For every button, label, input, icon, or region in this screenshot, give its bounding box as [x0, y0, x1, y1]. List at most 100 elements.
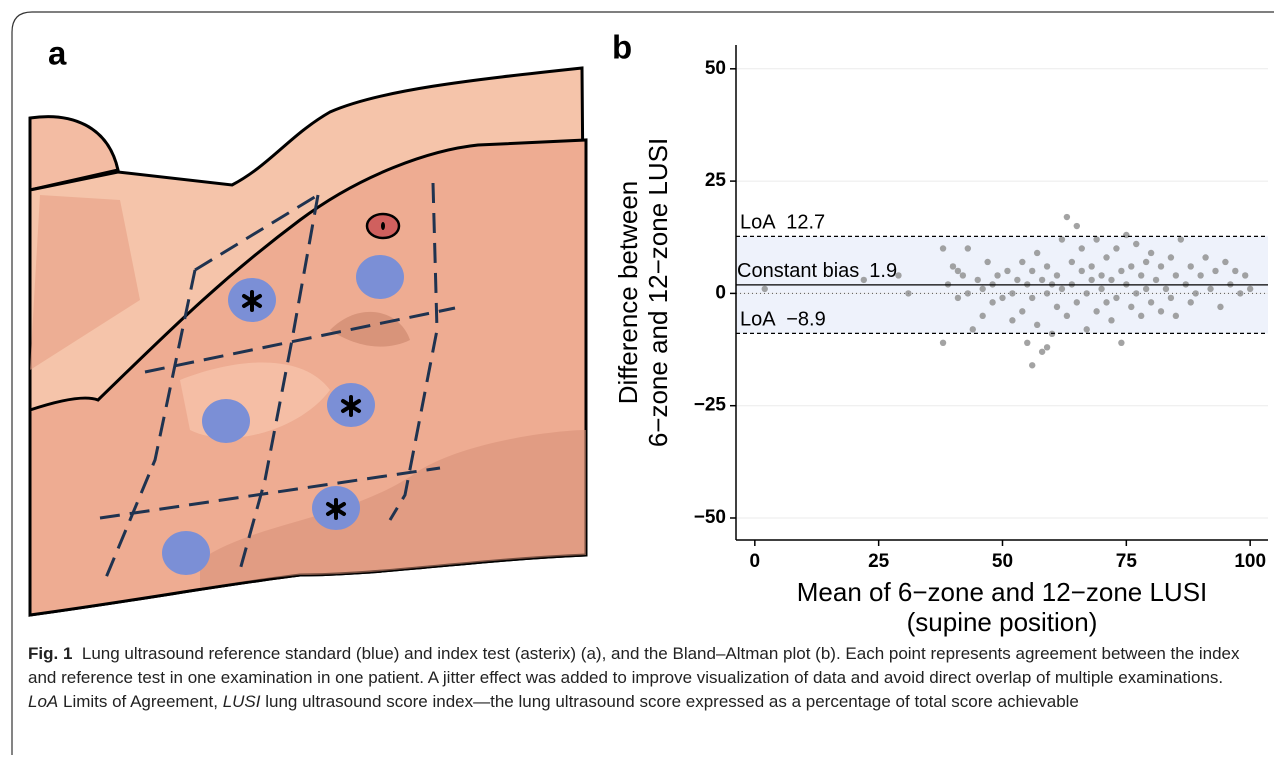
panel-label: a	[48, 35, 67, 72]
x-axis-title: Mean of 6−zone and 12−zone LUSI	[797, 577, 1208, 607]
point	[1063, 312, 1071, 320]
point	[1147, 249, 1155, 257]
point	[1212, 267, 1219, 275]
point	[1063, 213, 1071, 221]
point	[964, 245, 972, 252]
point	[860, 276, 867, 284]
point	[1123, 231, 1130, 239]
point	[1142, 285, 1150, 293]
reference-label: Constant bias	[737, 260, 859, 282]
point	[1078, 245, 1085, 252]
y-axis-title: 6−zone and 12−zone LUSI	[643, 138, 673, 447]
point	[1088, 276, 1095, 284]
point	[1024, 339, 1031, 347]
caption-abbr: LUSI	[222, 692, 261, 711]
point	[1128, 303, 1135, 311]
point	[954, 267, 962, 275]
zone-grid	[99, 182, 456, 581]
point	[984, 258, 991, 266]
point	[1073, 222, 1080, 230]
point	[969, 326, 976, 333]
point	[1103, 299, 1110, 306]
point	[1038, 276, 1046, 284]
point	[1133, 240, 1140, 248]
point	[1093, 308, 1100, 315]
point	[1088, 263, 1095, 270]
point	[1246, 285, 1254, 293]
point	[1043, 290, 1051, 297]
point	[1004, 267, 1011, 275]
point	[1192, 290, 1199, 297]
point	[939, 245, 947, 252]
point	[1172, 272, 1180, 279]
point	[1053, 272, 1061, 279]
point	[1038, 348, 1046, 355]
shade	[200, 430, 586, 588]
point	[1187, 263, 1194, 270]
point	[1152, 276, 1160, 284]
point	[989, 299, 996, 306]
point	[1118, 339, 1125, 347]
caption: Fig. 1 Lung ultrasound reference standar…	[28, 642, 1253, 714]
y-axis-title: Difference between	[613, 181, 643, 405]
point	[1128, 263, 1135, 270]
point	[1043, 344, 1051, 351]
y-tick-label: −25	[694, 395, 727, 416]
point	[1073, 299, 1080, 306]
caption-abbr: LoA	[28, 692, 59, 711]
point	[1237, 290, 1244, 297]
y-tick-label: 25	[705, 170, 727, 191]
point	[999, 294, 1006, 302]
point	[1118, 267, 1125, 275]
caption-text: Limits of Agreement,	[62, 692, 218, 711]
reference-label: LoA	[740, 309, 776, 331]
bland-altman-plot: 50 25 0 −25 −50 0 25 50 75 100 LoA 12.7 Constant bia…	[613, 45, 1268, 637]
caption-text: lung ultrasound score index—the lung ult…	[265, 692, 1079, 711]
point	[1029, 294, 1036, 302]
reference-value: −8.9	[786, 309, 825, 331]
point	[1157, 263, 1165, 270]
point	[979, 312, 986, 320]
point	[1113, 294, 1120, 302]
point	[1113, 245, 1120, 252]
point	[895, 272, 902, 279]
point	[979, 285, 986, 293]
point	[1014, 276, 1021, 284]
point	[1029, 267, 1036, 275]
point	[1033, 321, 1041, 329]
point	[1053, 303, 1061, 311]
point	[1222, 258, 1229, 266]
x-tick-label: 75	[1116, 551, 1138, 572]
point	[1009, 317, 1016, 324]
shade	[30, 195, 140, 370]
point	[964, 290, 972, 297]
point	[1033, 249, 1041, 257]
point	[1068, 258, 1076, 266]
point	[1187, 299, 1194, 306]
point	[974, 276, 981, 284]
point	[1202, 254, 1209, 261]
point	[1177, 236, 1185, 243]
y-tick-label: 50	[705, 58, 726, 79]
point	[1157, 308, 1165, 315]
point	[939, 339, 947, 347]
point	[959, 272, 967, 279]
point	[1133, 290, 1140, 297]
point	[761, 285, 768, 293]
point	[905, 290, 912, 297]
point	[1058, 236, 1066, 243]
caption-text: Lung ultrasound reference standard (blue…	[28, 644, 1240, 687]
point	[1083, 326, 1090, 333]
point	[1029, 362, 1036, 369]
y-tick-label: −50	[694, 507, 726, 528]
point	[1043, 263, 1051, 270]
point	[1242, 272, 1249, 279]
y-tick-label: 0	[715, 282, 726, 303]
point	[1098, 285, 1105, 293]
point	[1083, 290, 1090, 297]
point	[949, 263, 957, 270]
panel-label: b	[612, 29, 632, 66]
point	[1162, 285, 1170, 293]
point	[1232, 267, 1239, 275]
x-tick-label: 25	[868, 551, 890, 572]
